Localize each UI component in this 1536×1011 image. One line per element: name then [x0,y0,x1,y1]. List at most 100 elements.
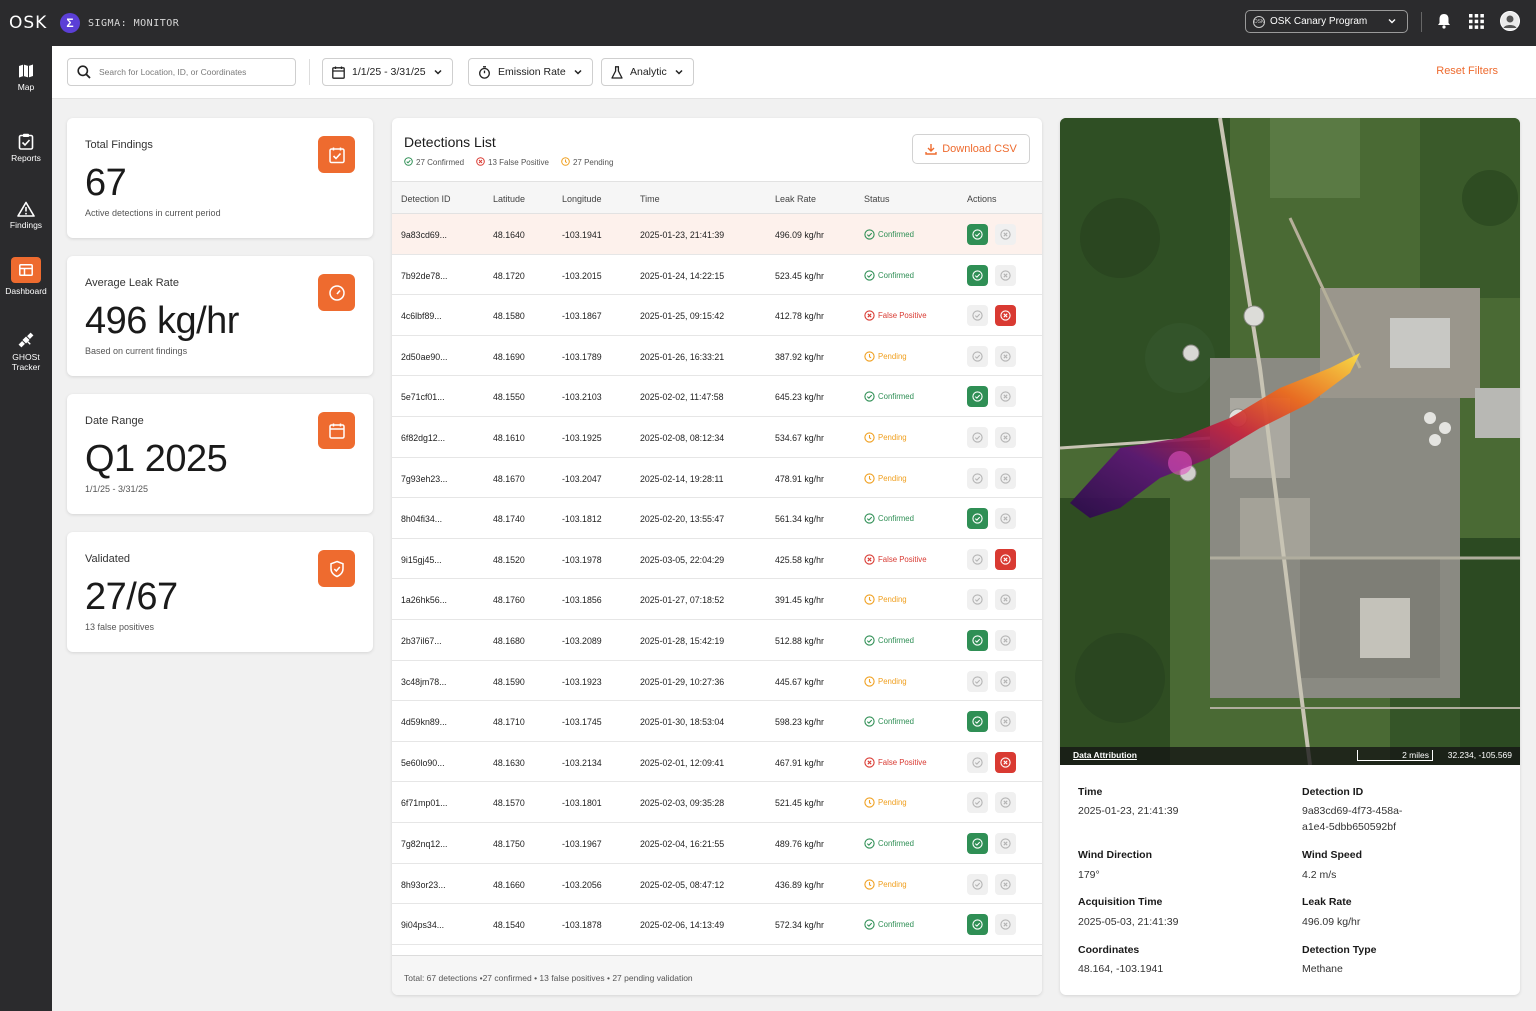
reject-button[interactable] [995,629,1016,651]
reject-button[interactable] [995,305,1016,327]
search-box[interactable] [67,58,296,86]
confirm-button[interactable] [967,589,988,611]
table-row[interactable]: 5e71cf01... 48.1550 -103.2103 2025-02-02, 1… [392,376,1042,417]
status-label: Pending [878,676,907,686]
confirm-button[interactable] [967,467,988,489]
reset-filters-link[interactable]: Reset Filters [1436,65,1498,77]
nav-label-reports: Reports [11,153,41,163]
confirm-button[interactable] [967,426,988,448]
confirm-button[interactable] [967,751,988,773]
confirm-button[interactable] [967,264,988,286]
confirm-button[interactable] [967,670,988,692]
app-switcher[interactable]: Σ SIGMA: MONITOR [60,13,179,33]
table-row[interactable]: 5e60lo90... 48.1630 -103.2134 2025-02-01, 1… [392,742,1042,783]
emission-rate-filter[interactable]: Emission Rate [468,58,593,86]
x-circle-icon [1000,554,1011,565]
table-row[interactable]: 8h04fi34... 48.1740 -103.1812 2025-02-20, 1… [392,498,1042,539]
confirm-button[interactable] [967,832,988,854]
download-csv-button[interactable]: Download CSV [912,134,1030,164]
shield-check-icon [318,550,355,587]
reject-button[interactable] [995,873,1016,895]
bell-icon[interactable] [1436,12,1452,35]
date-range-filter[interactable]: 1/1/25 - 3/31/25 [322,58,453,86]
stat-card-average-leak-rate: Average Leak Rate 496 kg/hr Based on cur… [67,256,373,376]
table-row[interactable]: 9i15gj45... 48.1520 -103.1978 2025-03-05, 2… [392,539,1042,580]
reject-button[interactable] [995,264,1016,286]
confirm-button[interactable] [967,914,988,936]
reject-button[interactable] [995,914,1016,936]
nav-item-map[interactable]: Map [0,63,52,92]
reject-button[interactable] [995,508,1016,530]
reject-button[interactable] [995,548,1016,570]
apps-grid-icon[interactable] [1469,14,1484,34]
satellite-map[interactable]: Data Attribution 2 miles 32.234, -105.56… [1060,118,1520,765]
reject-button[interactable] [995,711,1016,733]
status-label: Confirmed [878,635,914,645]
column-header-longitude[interactable]: Longitude [562,194,602,204]
nav-item-reports[interactable]: Reports [0,133,52,163]
reject-button[interactable] [995,426,1016,448]
table-footer: Total: 67 detections •27 confirmed • 13 … [392,955,1042,995]
table-row[interactable]: 2b37il67... 48.1680 -103.2089 2025-01-28, 1… [392,620,1042,661]
reject-button[interactable] [995,589,1016,611]
table-row[interactable]: 6f71mp01... 48.1570 -103.1801 2025-02-03, 0… [392,782,1042,823]
table-row[interactable]: 4c6lbf89... 48.1580 -103.1867 2025-01-25, 0… [392,295,1042,336]
cell-longitude: -103.2103 [562,392,602,403]
osk-logo[interactable]: OSK [9,13,48,33]
table-row[interactable]: 8h93or23... 48.1660 -103.2056 2025-02-05, 0… [392,864,1042,905]
column-header-status[interactable]: Status [864,194,890,204]
confirm-button[interactable] [967,548,988,570]
confirm-button[interactable] [967,508,988,530]
table-row[interactable]: 1a26hk56... 48.1760 -103.1856 2025-01-27, 0… [392,579,1042,620]
analytic-filter[interactable]: Analytic [601,58,694,86]
detections-table-body: 9a83cd69... 48.1640 -103.1941 2025-01-23, 2… [392,214,1042,955]
search-input[interactable] [99,67,279,77]
confirm-button[interactable] [967,386,988,408]
checklist-icon [318,136,355,173]
table-row[interactable]: 3c48jm78... 48.1590 -103.1923 2025-01-29, 1… [392,661,1042,702]
cell-time: 2025-02-14, 19:28:11 [640,473,724,484]
nav-item-ghost-tracker[interactable]: GHOSt Tracker [0,331,52,372]
confirm-button[interactable] [967,711,988,733]
reject-button[interactable] [995,751,1016,773]
table-row[interactable]: 4d59kn89... 48.1710 -103.1745 2025-01-30, 1… [392,701,1042,742]
table-row[interactable]: 7g82nq12... 48.1750 -103.1967 2025-02-04, 1… [392,823,1042,864]
column-header-time[interactable]: Time [640,194,660,204]
table-row[interactable]: 9i04ps34... 48.1540 -103.1878 2025-02-06, 1… [392,904,1042,945]
table-row[interactable]: 9a83cd69... 48.1640 -103.1941 2025-01-23, 2… [392,214,1042,255]
confirm-button[interactable] [967,629,988,651]
column-header-detection-id[interactable]: Detection ID [401,194,451,204]
data-attribution-link[interactable]: Data Attribution [1073,750,1137,760]
table-row[interactable]: 7g93eh23... 48.1670 -103.2047 2025-02-14, 1… [392,458,1042,499]
reject-button[interactable] [995,386,1016,408]
table-row[interactable]: 7b92de78... 48.1720 -103.2015 2025-01-24, 1… [392,255,1042,296]
program-select[interactable]: OSK OSK Canary Program [1245,10,1408,33]
reject-button[interactable] [995,832,1016,854]
reject-button[interactable] [995,345,1016,367]
status-label: Confirmed [878,270,914,280]
table-row[interactable]: 2d50ae90... 48.1690 -103.1789 2025-01-26, 1… [392,336,1042,377]
reject-button[interactable] [995,467,1016,489]
check-circle-icon [972,757,983,768]
cell-time: 2025-02-03, 09:35:28 [640,798,725,809]
status-label: Confirmed [878,838,914,848]
confirm-button[interactable] [967,224,988,245]
status-label: Confirmed [878,717,914,727]
nav-item-findings[interactable]: Findings [0,201,52,230]
table-row[interactable]: 6f82dg12... 48.1610 -103.1925 2025-02-08, 0… [392,417,1042,458]
column-header-leak-rate[interactable]: Leak Rate [775,194,817,204]
reject-button[interactable] [995,224,1016,245]
confirm-button[interactable] [967,792,988,814]
column-header-latitude[interactable]: Latitude [493,194,526,204]
clock-icon [864,797,875,808]
confirm-button[interactable] [967,305,988,327]
cell-detection-id: 9i15gj45... [401,554,442,565]
nav-item-dashboard[interactable]: Dashboard [0,257,52,296]
reject-button[interactable] [995,670,1016,692]
cell-leak-rate: 561.34 kg/hr [775,514,824,525]
cell-time: 2025-01-23, 21:41:39 [640,230,725,240]
confirm-button[interactable] [967,873,988,895]
avatar[interactable] [1500,11,1520,36]
confirm-button[interactable] [967,345,988,367]
reject-button[interactable] [995,792,1016,814]
